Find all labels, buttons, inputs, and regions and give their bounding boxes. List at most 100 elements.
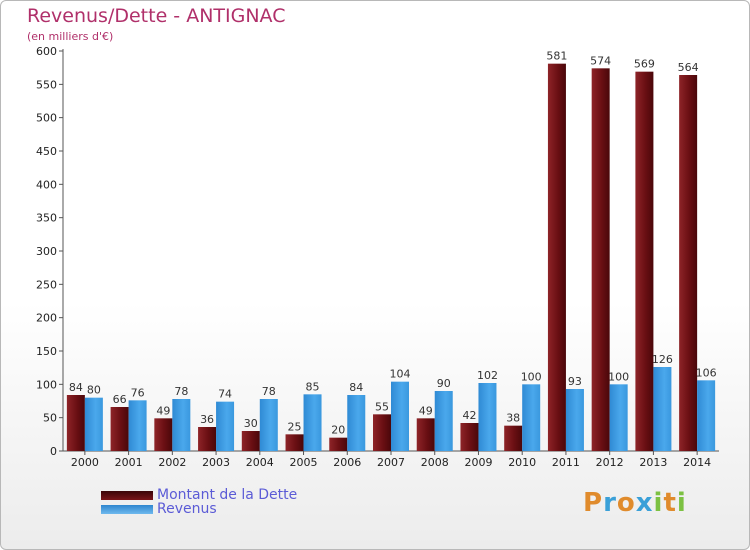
data-label-debt: 574 [590, 54, 611, 67]
x-tick-label: 2013 [639, 456, 667, 469]
x-tick-label: 2002 [158, 456, 186, 469]
y-tick-label: 300 [36, 245, 57, 258]
bar-revenue [434, 391, 453, 451]
bar-debt [241, 431, 260, 451]
data-label-debt: 569 [634, 58, 655, 71]
data-label-debt: 581 [546, 50, 567, 63]
bar-debt [679, 75, 698, 451]
data-label-revenue: 76 [131, 386, 145, 399]
logo-letter: o [616, 488, 636, 518]
bar-revenue [303, 394, 322, 451]
x-tick-label: 2007 [377, 456, 405, 469]
x-tick-label: 2014 [683, 456, 711, 469]
bar-debt [285, 434, 304, 451]
bar-revenue [216, 401, 235, 451]
logo-letter: i [653, 488, 664, 518]
legend-item-revenue: Revenus [101, 501, 217, 517]
bar-revenue [653, 367, 672, 451]
data-label-revenue: 90 [437, 377, 451, 390]
y-tick-label: 600 [36, 45, 57, 58]
bar-revenue [522, 384, 541, 451]
data-label-debt: 49 [419, 404, 433, 417]
y-tick-label: 450 [36, 145, 57, 158]
data-label-debt: 84 [69, 381, 83, 394]
data-label-debt: 20 [331, 424, 345, 437]
bar-revenue [259, 399, 278, 451]
x-tick-label: 2006 [333, 456, 361, 469]
bar-revenue [172, 399, 191, 451]
bar-revenue [347, 395, 366, 451]
data-label-revenue: 80 [87, 384, 101, 397]
data-label-revenue: 93 [568, 375, 582, 388]
y-tick-label: 350 [36, 212, 57, 225]
y-tick-label: 150 [36, 345, 57, 358]
data-label-debt: 42 [462, 409, 476, 422]
logo-letter: r [603, 488, 617, 518]
data-label-revenue: 126 [652, 353, 673, 366]
legend-label-debt: Montant de la Dette [157, 487, 298, 503]
data-label-debt: 36 [200, 413, 214, 426]
x-tick-label: 2001 [115, 456, 143, 469]
legend-swatch-debt [101, 490, 153, 500]
bar-revenue [128, 400, 147, 451]
bar-revenue [697, 380, 716, 451]
data-label-debt: 25 [288, 420, 302, 433]
bar-revenue [565, 389, 584, 451]
bar-debt [329, 437, 348, 451]
logo-letter: x [635, 488, 654, 518]
proxiti-logo: Proxiti [583, 488, 687, 518]
bar-debt [198, 427, 217, 451]
data-label-revenue: 74 [218, 388, 232, 401]
bar-debt [591, 68, 610, 451]
y-tick-label: 50 [43, 412, 57, 425]
data-label-debt: 55 [375, 400, 389, 413]
data-label-debt: 66 [113, 393, 127, 406]
y-tick-label: 250 [36, 278, 57, 291]
data-label-revenue: 85 [306, 380, 320, 393]
bar-debt [110, 407, 129, 451]
bar-revenue [609, 384, 628, 451]
data-label-revenue: 102 [477, 369, 498, 382]
y-tick-label: 200 [36, 312, 57, 325]
x-tick-label: 2005 [290, 456, 318, 469]
x-tick-label: 2000 [71, 456, 99, 469]
data-label-debt: 30 [244, 417, 258, 430]
y-tick-label: 400 [36, 178, 57, 191]
data-label-revenue: 106 [696, 366, 717, 379]
legend-swatch-revenue [101, 504, 153, 514]
bar-revenue [84, 397, 103, 451]
logo-letter: P [583, 488, 604, 518]
bar-debt [154, 418, 173, 451]
bar-debt [66, 395, 85, 451]
y-tick-label: 550 [36, 78, 57, 91]
x-tick-label: 2011 [552, 456, 580, 469]
chart-subtitle: (en milliers d'€) [27, 30, 114, 43]
bar-debt [547, 63, 566, 452]
data-label-revenue: 78 [174, 385, 188, 398]
bar-debt [460, 423, 479, 451]
chart-title: Revenus/Dette - ANTIGNAC [27, 5, 286, 27]
legend-label-revenue: Revenus [157, 501, 217, 517]
logo-letter: t [663, 488, 677, 518]
bar-debt [416, 418, 435, 451]
data-label-debt: 49 [156, 404, 170, 417]
bar-debt [373, 414, 391, 451]
data-label-revenue: 104 [390, 368, 411, 381]
y-tick-label: 100 [36, 378, 57, 391]
data-label-revenue: 78 [262, 385, 276, 398]
bar-debt [504, 425, 523, 451]
legend-item-debt: Montant de la Dette [101, 487, 298, 503]
data-label-revenue: 100 [608, 370, 629, 383]
data-label-revenue: 100 [521, 370, 542, 383]
x-tick-label: 2008 [421, 456, 449, 469]
y-tick-label: 0 [50, 445, 57, 458]
y-tick-label: 500 [36, 112, 57, 125]
bar-revenue [478, 383, 497, 451]
x-tick-label: 2010 [508, 456, 536, 469]
bar-debt [635, 71, 654, 452]
data-label-debt: 38 [506, 412, 520, 425]
x-tick-label: 2012 [596, 456, 624, 469]
data-label-revenue: 84 [349, 381, 363, 394]
